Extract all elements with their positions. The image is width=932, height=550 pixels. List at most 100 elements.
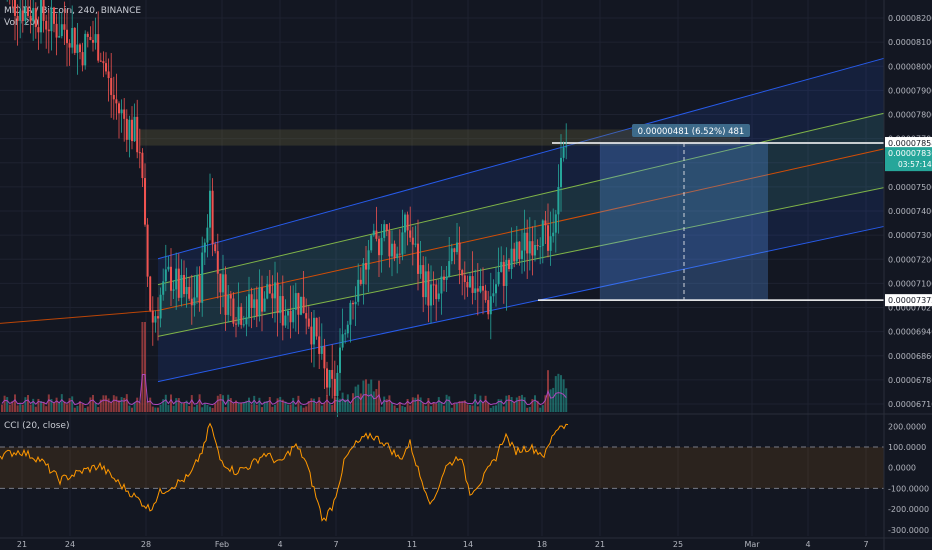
channel-mid-fill <box>158 113 884 337</box>
volume-bar <box>136 397 139 412</box>
candle-body <box>422 265 425 298</box>
volume-bar <box>419 397 422 412</box>
price-range-box[interactable]: 0.00000481 (6.52%) 481 <box>538 124 884 301</box>
volume-bar <box>375 389 378 412</box>
measure-label-bg <box>632 124 750 138</box>
volume-bar <box>177 398 180 412</box>
volume-bar <box>489 407 492 412</box>
candle-body <box>206 227 209 243</box>
volume-bar <box>263 401 266 412</box>
volume-bar <box>289 404 292 412</box>
volume-bar <box>170 394 172 412</box>
candle-body <box>534 244 536 256</box>
candle-body <box>450 248 453 262</box>
candle-body <box>365 262 367 270</box>
candle-body <box>294 293 297 310</box>
volume-bar <box>253 395 256 412</box>
volume-bar <box>123 397 126 412</box>
candle-body <box>380 237 383 256</box>
candle-body <box>112 94 115 100</box>
candle-body <box>357 279 360 302</box>
candle-body <box>557 186 560 215</box>
volume-bar <box>34 406 37 412</box>
candle-body <box>71 27 74 48</box>
volume-bar <box>531 399 534 412</box>
volume-bar <box>24 397 27 412</box>
volume-bar <box>510 396 513 412</box>
cci-tick-label: 0.0000 <box>888 464 916 473</box>
volume-bar <box>536 400 539 412</box>
candle-body <box>505 259 508 286</box>
candle-body <box>513 248 516 262</box>
cci-tick-label: -200.0000 <box>888 505 929 514</box>
volume-bar <box>388 395 391 412</box>
volume-bar <box>300 405 302 412</box>
volume-bar <box>58 402 61 412</box>
candle-body <box>107 71 110 79</box>
price-label-bottom-bg <box>885 294 932 307</box>
volume-bar <box>229 398 232 412</box>
price-label-current: 0.00007836 <box>888 149 932 158</box>
candle-body <box>237 306 240 325</box>
volume-bar <box>471 405 474 412</box>
volume-bar <box>396 407 399 412</box>
candle-body <box>528 241 531 254</box>
volume-ma-line <box>1 374 567 406</box>
candle-body <box>307 318 310 327</box>
candle-body <box>149 276 152 311</box>
candle-body <box>227 294 230 315</box>
volume-bar <box>362 380 365 412</box>
candle-body <box>240 306 243 325</box>
volume-bar <box>318 397 321 412</box>
volume-bar <box>21 404 24 412</box>
volume-bar <box>528 406 531 412</box>
volume-bar <box>196 404 198 412</box>
candle-body <box>146 224 149 277</box>
regression-channel[interactable] <box>0 57 885 383</box>
candle-body <box>27 7 29 16</box>
volume-bar <box>203 403 206 412</box>
volume-bar <box>79 401 81 412</box>
candle-body <box>323 346 326 369</box>
volume-bar <box>206 404 209 412</box>
candle-body <box>510 248 513 270</box>
candle-body <box>552 232 555 237</box>
candle-body <box>232 298 235 324</box>
time-tick-label: 21 <box>595 540 605 549</box>
volume-bar <box>73 407 76 412</box>
candle-body <box>326 368 328 388</box>
volume-bar <box>242 402 245 412</box>
volume-bar <box>159 404 162 412</box>
volume-bar <box>515 397 518 412</box>
candle-body <box>315 317 318 337</box>
volume-bars <box>1 322 568 412</box>
volume-bar <box>432 402 435 412</box>
candle-body <box>180 274 183 298</box>
volume-bar <box>118 400 120 412</box>
price-label-current-bg <box>885 147 932 172</box>
price-tick-label: 0.00008000 <box>888 62 932 71</box>
candle-body <box>370 235 373 251</box>
candle-body <box>466 282 469 288</box>
volume-bar <box>367 383 370 412</box>
candle-body <box>482 286 484 291</box>
candle-body <box>435 284 438 300</box>
volume-bar <box>258 397 261 412</box>
candle-body <box>427 271 430 306</box>
volume-bar <box>141 322 144 412</box>
candle-body <box>177 268 180 298</box>
volume-bar <box>94 402 97 412</box>
candle-body <box>133 116 136 142</box>
candle-body <box>53 7 55 24</box>
volume-bar <box>552 387 555 412</box>
candle-body <box>32 8 35 22</box>
cci-tick-label: 100.0000 <box>888 443 926 452</box>
candle-body <box>216 251 219 274</box>
channel-line-median <box>157 148 885 311</box>
candle-body <box>188 286 191 299</box>
volume-bar <box>276 398 279 412</box>
candle-body <box>367 250 370 270</box>
volume-bar <box>47 394 50 412</box>
